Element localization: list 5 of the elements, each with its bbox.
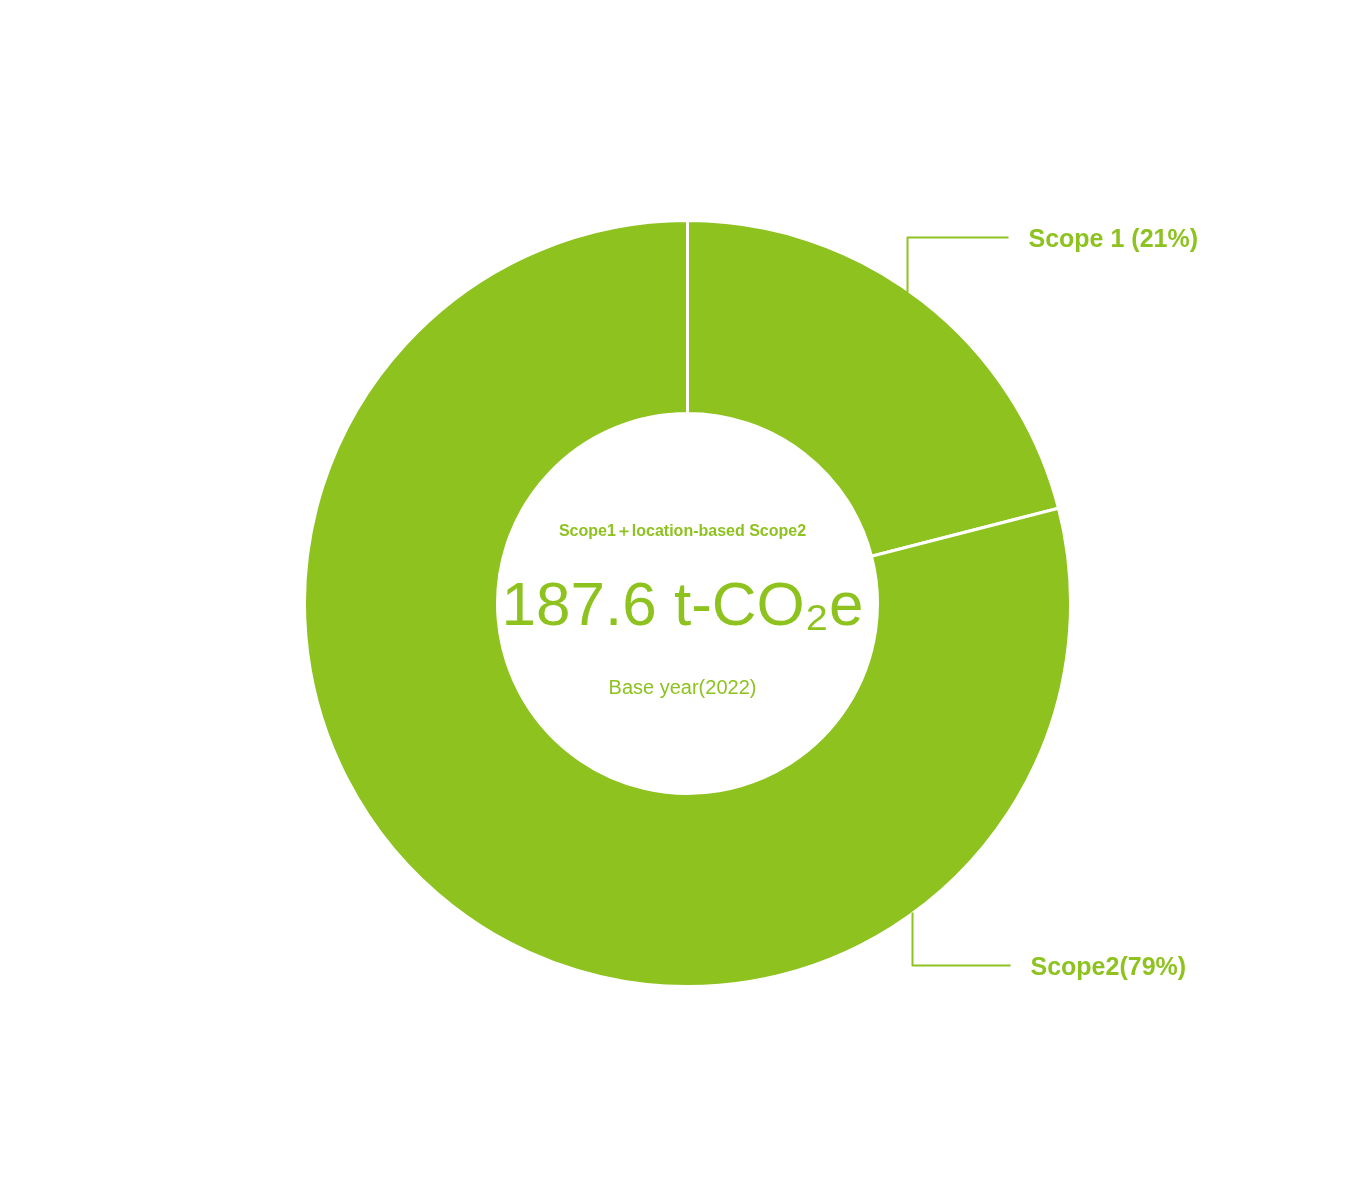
text: Scope1＋location-based Scope2 [558, 522, 807, 539]
slice-label: Scope 1 (21%) [1028, 223, 1199, 252]
text: 187.6 t-CO₂e [501, 569, 864, 638]
text: Base year(2022) [608, 675, 757, 698]
slice-label: Scope2(79%) [1030, 951, 1187, 980]
